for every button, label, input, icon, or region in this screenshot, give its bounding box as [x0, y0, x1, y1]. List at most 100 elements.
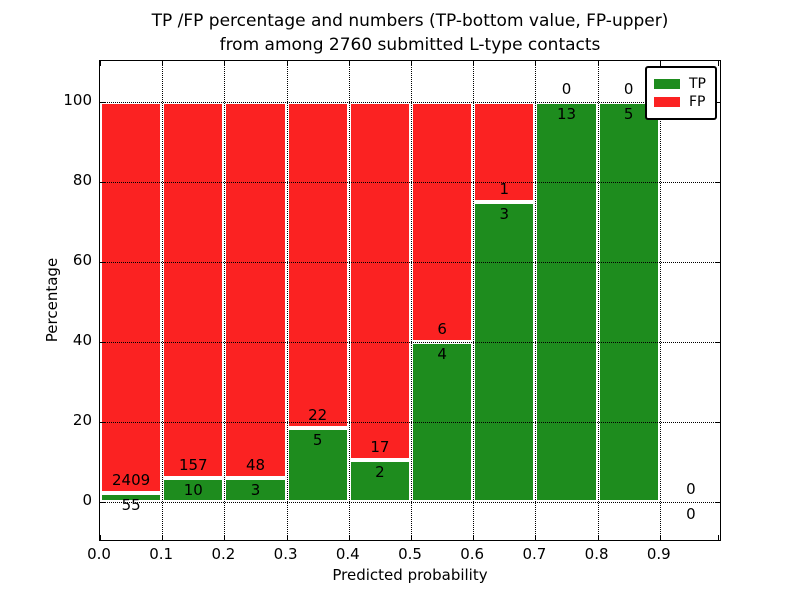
- v-gridline: [659, 61, 661, 540]
- top-tick: [286, 61, 288, 66]
- fp-count-label: 0: [561, 79, 572, 98]
- fp-count-label: 17: [370, 437, 390, 456]
- fp-count-label: 22: [308, 405, 328, 424]
- top-tick: [597, 61, 599, 66]
- v-gridline: [411, 61, 412, 540]
- x-tick-label: 0.8: [584, 545, 609, 563]
- fp-count-label: 157: [178, 456, 208, 474]
- h-gridline: [100, 181, 720, 183]
- x-tick-label: 0.0: [87, 545, 111, 563]
- fp-count-label: 6: [437, 319, 447, 338]
- tp-bar: [473, 201, 536, 502]
- chart-title-line1: TP /FP percentage and numbers (TP-bottom…: [151, 11, 669, 31]
- bottom-tick: [718, 535, 719, 540]
- y-tick-label: 60: [72, 250, 92, 269]
- v-gridline: [535, 61, 537, 540]
- h-gridline: [100, 421, 720, 423]
- tp-count-label: 2: [375, 462, 385, 481]
- fp-count-label: 0: [623, 79, 634, 98]
- tp-bar: [286, 427, 349, 502]
- tp-swatch-icon: [654, 79, 680, 89]
- fp-count-label: 0: [686, 480, 696, 498]
- right-tick: [715, 502, 720, 503]
- y-tick-label: 0: [82, 491, 92, 509]
- top-tick: [659, 61, 661, 66]
- top-tick: [473, 61, 475, 66]
- right-tick: [715, 181, 720, 183]
- y-tick-label: 100: [63, 90, 92, 109]
- v-gridline: [597, 61, 599, 540]
- y-tick-label: 20: [72, 410, 92, 429]
- tp-bar: [535, 101, 598, 502]
- tp-count-label: 4: [437, 344, 447, 363]
- x-tick-label: 0.4: [335, 545, 360, 563]
- top-tick: [411, 61, 412, 66]
- h-gridline: [100, 341, 720, 343]
- x-tick-label: 0.9: [646, 545, 671, 563]
- h-gridline: [100, 261, 720, 263]
- x-tick-label: 0.5: [398, 545, 422, 563]
- bottom-tick: [535, 535, 537, 540]
- tp-bar: [224, 478, 287, 502]
- right-tick: [715, 341, 720, 343]
- bottom-tick: [224, 535, 226, 540]
- fp-bar: [162, 101, 225, 478]
- bottom-tick: [597, 535, 599, 540]
- legend-label-tp: TP: [689, 76, 706, 92]
- v-gridline: [348, 61, 350, 540]
- h-gridline: [100, 502, 720, 503]
- bottom-tick: [659, 535, 661, 540]
- v-gridline: [162, 61, 164, 540]
- tp-count-label: 3: [499, 204, 510, 223]
- tp-count-label: 13: [556, 104, 577, 123]
- right-tick: [715, 261, 720, 263]
- legend: TP FP: [645, 66, 717, 120]
- chart-title: TP /FP percentage and numbers (TP-bottom…: [99, 9, 721, 57]
- top-tick: [348, 61, 350, 66]
- right-tick: [715, 101, 720, 103]
- y-tick-label: 80: [72, 170, 92, 189]
- bottom-tick: [348, 535, 350, 540]
- legend-item-tp: TP: [654, 76, 706, 92]
- top-tick: [718, 61, 719, 66]
- plot-area: 2409 55 157 10 48 3 22 5 17 2 6 4 1 3 0 13 0 5 0 0: [99, 60, 721, 541]
- x-axis-label: Predicted probability: [332, 566, 488, 584]
- tp-count-label: 0: [686, 505, 696, 523]
- y-tick-label: 40: [72, 330, 92, 349]
- fp-bar: [411, 101, 474, 342]
- legend-label-fp: FP: [689, 94, 706, 110]
- top-tick: [224, 61, 226, 66]
- right-tick: [715, 421, 720, 423]
- fp-swatch-icon: [654, 97, 680, 107]
- bottom-tick: [286, 535, 288, 540]
- v-gridline: [473, 61, 475, 540]
- v-gridline: [286, 61, 288, 540]
- v-gridline: [224, 61, 226, 540]
- left-tick: [100, 261, 105, 263]
- left-tick: [100, 181, 105, 183]
- tp-count-label: 5: [623, 104, 634, 123]
- fp-bar: [224, 101, 287, 479]
- fp-bar: [348, 101, 411, 460]
- tp-bar: [162, 478, 225, 502]
- bottom-tick: [100, 535, 101, 540]
- tp-count-label: 5: [312, 430, 323, 449]
- h-gridline: [100, 101, 720, 103]
- fp-count-label: 48: [245, 456, 266, 475]
- y-axis-label: Percentage: [43, 257, 61, 343]
- tp-bar: [597, 101, 660, 502]
- tp-count-label: 55: [121, 496, 141, 515]
- top-tick: [162, 61, 164, 66]
- tp-count-label: 3: [250, 481, 261, 500]
- fp-bar: [100, 101, 163, 494]
- tp-bar: [100, 493, 163, 502]
- fp-bar: [286, 101, 349, 428]
- bottom-tick: [473, 535, 475, 540]
- fp-bar: [473, 101, 536, 202]
- top-tick: [535, 61, 537, 66]
- x-tick-label: 0.1: [149, 545, 174, 563]
- fp-count-label: 1: [499, 179, 510, 198]
- fp-count-label: 2409: [112, 471, 151, 490]
- x-tick-label: 0.6: [460, 545, 485, 563]
